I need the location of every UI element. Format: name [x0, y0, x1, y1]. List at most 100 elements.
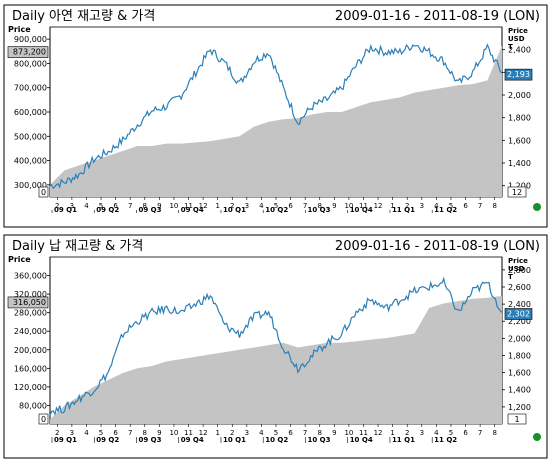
month-tick-label: 6 — [288, 202, 293, 210]
left-tick-label: 240,000 — [14, 327, 47, 336]
quarter-label: 09 Q4 — [181, 206, 204, 214]
month-tick-label: 5 — [99, 202, 103, 210]
month-tick-label: 2 — [55, 202, 59, 210]
month-tick-label: 3 — [245, 202, 249, 210]
month-tick-label: 5 — [449, 202, 453, 210]
month-tick-label: 3 — [245, 429, 249, 437]
quarter-label: 09 Q1 — [54, 436, 77, 444]
month-tick-label: 4 — [84, 429, 89, 437]
quarter-label: 09 Q3 — [138, 436, 161, 444]
month-tick-label: 6 — [463, 429, 468, 437]
quarter-label: 09 Q1 — [54, 206, 77, 214]
right-axis-label: T — [508, 273, 513, 281]
month-tick-label: 9 — [157, 429, 161, 437]
month-tick-label: 12 — [374, 429, 383, 437]
left-tick-label: 300,000 — [14, 181, 47, 190]
right-axis-label: USD — [508, 265, 525, 273]
panel-date-range: 2009-01-16 - 2011-08-19 (LON) — [335, 239, 540, 254]
zinc-panel: Daily 아연 재고량 & 가격 2009-01-16 - 2011-08-1… — [3, 4, 548, 228]
left-tick-label: 80,000 — [19, 401, 47, 410]
month-tick-label: 4 — [84, 202, 89, 210]
right-tick-label: 1,600 — [508, 136, 531, 145]
stock-area — [50, 295, 502, 424]
quarter-label: 10 Q3 — [307, 436, 330, 444]
quarter-label: 10 Q4 — [350, 436, 373, 444]
month-tick-label: 7 — [303, 202, 307, 210]
month-tick-label: 2 — [405, 202, 409, 210]
right-current-label: 2,302 — [507, 309, 530, 318]
panel-title: Daily 납 재고량 & 가격 — [12, 239, 143, 254]
left-current-box — [7, 46, 49, 58]
month-tick-label: 11 — [184, 202, 193, 210]
month-tick-label: 1 — [215, 429, 219, 437]
month-tick-label: 12 — [374, 202, 383, 210]
month-tick-label: 11 — [184, 429, 193, 437]
right-tick-label: 1,200 — [508, 182, 531, 191]
panel-header — [5, 6, 546, 25]
lead-panel: Daily 납 재고량 & 가격 2009-01-16 - 2011-08-19… — [3, 234, 548, 459]
right-tick-label: 2,400 — [508, 46, 531, 55]
month-tick-label: 4 — [434, 429, 439, 437]
status-dot[interactable] — [533, 203, 541, 211]
left-tick-label: 320,000 — [14, 290, 47, 299]
left-tick-label: 200,000 — [14, 346, 47, 355]
month-tick-label: 3 — [420, 429, 424, 437]
month-tick-label: 5 — [99, 429, 103, 437]
month-tick-label: 2 — [230, 429, 234, 437]
month-tick-label: 3 — [420, 202, 424, 210]
right-tick-label: 2,200 — [508, 317, 531, 326]
month-tick-label: 4 — [259, 429, 264, 437]
left-bottom-box — [38, 186, 49, 198]
month-tick-label: 11 — [359, 429, 368, 437]
right-axis-label: USD — [508, 35, 525, 43]
month-tick-label: 3 — [70, 429, 74, 437]
quarter-label: 10 Q1 — [223, 436, 246, 444]
quarter-label: 09 Q3 — [138, 206, 161, 214]
month-tick-label: 8 — [318, 202, 322, 210]
left-axis-label: Price — [8, 255, 31, 264]
left-tick-label: 280,000 — [14, 309, 47, 318]
month-tick-label: 8 — [492, 202, 496, 210]
price-line — [49, 43, 503, 190]
month-tick-label: 12 — [199, 202, 208, 210]
right-axis-label: Price — [508, 257, 528, 265]
month-tick-label: 9 — [157, 202, 161, 210]
left-tick-label: 900,000 — [14, 35, 47, 44]
month-tick-label: 1 — [390, 202, 394, 210]
left-bottom-box — [38, 413, 49, 425]
right-current-label: 2,193 — [507, 70, 530, 79]
month-tick-label: 1 — [390, 429, 394, 437]
panel-header — [5, 236, 546, 254]
left-tick-label: 500,000 — [14, 132, 47, 141]
month-tick-label: 9 — [332, 429, 336, 437]
month-tick-label: 11 — [359, 202, 368, 210]
month-tick-label: 6 — [463, 202, 468, 210]
month-tick-label: 2 — [230, 202, 234, 210]
right-bottom-label: 1 — [514, 415, 519, 424]
month-tick-label: 5 — [274, 202, 278, 210]
quarter-label: 10 Q1 — [223, 206, 246, 214]
right-tick-label: 2,000 — [508, 334, 531, 343]
month-tick-label: 8 — [143, 202, 147, 210]
left-tick-label: 600,000 — [14, 108, 47, 117]
right-tick-label: 1,400 — [508, 159, 531, 168]
panel-date-range: 2009-01-16 - 2011-08-19 (LON) — [335, 9, 540, 24]
status-dot[interactable] — [533, 433, 541, 441]
month-tick-label: 2 — [55, 429, 59, 437]
left-bottom-label: 0 — [41, 415, 46, 424]
quarter-label: 10 Q3 — [307, 206, 330, 214]
month-tick-label: 5 — [449, 429, 453, 437]
stock-area — [50, 45, 502, 198]
quarter-label: 11 Q2 — [434, 206, 457, 214]
month-tick-label: 4 — [434, 202, 439, 210]
month-tick-label: 8 — [492, 429, 496, 437]
quarter-label: 10 Q2 — [265, 436, 288, 444]
month-tick-label: 6 — [113, 429, 118, 437]
right-tick-label: 1,600 — [508, 369, 531, 378]
month-tick-label: 4 — [259, 202, 264, 210]
quarter-label: 09 Q2 — [96, 436, 119, 444]
month-tick-label: 8 — [143, 429, 147, 437]
quarter-label: 11 Q1 — [392, 436, 415, 444]
right-bottom-label: 12 — [512, 188, 522, 197]
